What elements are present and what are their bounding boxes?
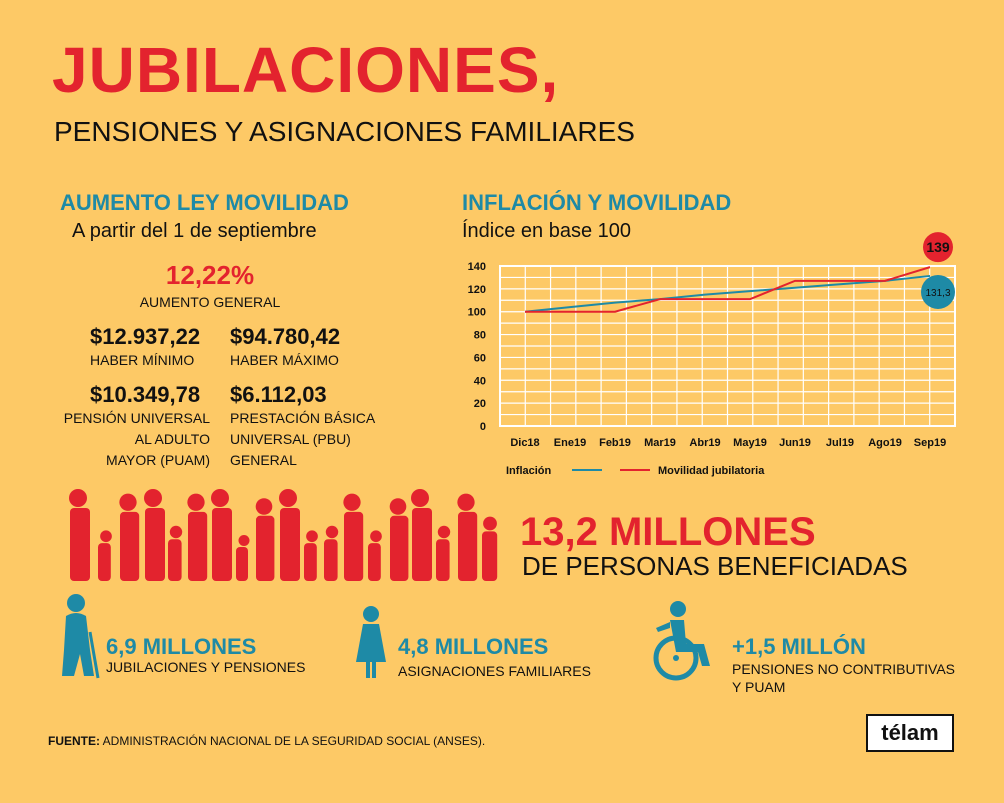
aumento-date: A partir del 1 de septiembre <box>72 220 317 242</box>
pbu-value: $6.112,03 <box>230 382 327 407</box>
x-axis: Dic18 Ene19 Feb19 Mar19 Abr19 May19 Jun19 Jul19… <box>510 437 946 449</box>
people-silhouettes-icon <box>69 489 498 581</box>
end-label-inflacion: 131,3 <box>925 288 950 299</box>
y-tick-label: 40 <box>474 375 486 387</box>
general-increase-label: AUMENTO GENERAL <box>139 294 281 310</box>
x-tick-label: Ago19 <box>868 437 902 449</box>
end-label-bubble-movilidad <box>923 232 953 263</box>
y-tick-label: 120 <box>468 284 486 296</box>
child-icon <box>356 606 386 678</box>
pbu-label-line: UNIVERSAL (PBU) <box>230 431 351 447</box>
x-tick-label: Mar19 <box>644 437 676 449</box>
haber-minimo-label: HABER MÍNIMO <box>90 352 195 368</box>
stat-asignaciones-value: 4,8 MILLONES <box>398 634 549 659</box>
source-label: FUENTE: <box>48 734 100 748</box>
x-tick-label: Sep19 <box>914 437 946 449</box>
x-tick-label: Dic18 <box>510 437 539 449</box>
pbu-label-line: GENERAL <box>230 452 297 468</box>
page-title: JUBILACIONES, <box>52 34 560 106</box>
haber-maximo-label: HABER MÁXIMO <box>230 352 339 368</box>
x-tick-label: Abr19 <box>689 437 720 449</box>
x-tick-label: Jul19 <box>826 437 854 449</box>
aumento-heading: AUMENTO LEY MOVILIDAD <box>60 190 349 215</box>
stat-pensiones-value: +1,5 MILLÓN <box>732 634 866 659</box>
y-tick-label: 20 <box>474 398 486 410</box>
x-tick-label: May19 <box>733 437 767 449</box>
chart-heading: INFLACIÓN Y MOVILIDAD <box>462 190 732 215</box>
y-axis: 0 20 40 60 80 100 120 140 <box>468 261 486 433</box>
elderly-person-icon <box>62 594 100 679</box>
series-line <box>525 266 931 313</box>
legend-label-inflacion: Inflación <box>506 465 552 477</box>
general-increase-value: 12,22% <box>165 260 255 290</box>
puam-label: PENSIÓN UNIVERSAL AL ADULTO MAYOR (PUAM) <box>62 408 210 471</box>
stat-jubilaciones-value: 6,9 MILLONES <box>106 634 257 659</box>
pbu-label-line: PRESTACIÓN BÁSICA <box>230 410 376 426</box>
puam-label-line: AL ADULTO <box>134 431 210 447</box>
source-note: FUENTE: ADMINISTRACIÓN NACIONAL DE LA SE… <box>48 734 485 748</box>
pbu-label: PRESTACIÓN BÁSICA UNIVERSAL (PBU) GENERA… <box>230 408 375 471</box>
telam-logo: télam <box>866 714 954 752</box>
series-line <box>524 274 931 313</box>
y-tick-label: 60 <box>474 352 486 364</box>
line-chart: 0 20 40 60 80 100 120 140 Dic18 Ene19 Feb19 Mar19 A… <box>468 232 956 477</box>
chart-grid <box>499 265 956 427</box>
x-tick-label: Jun19 <box>779 437 811 449</box>
beneficiaries-subline: DE PERSONAS BENEFICIADAS <box>522 551 908 581</box>
y-tick-label: 80 <box>474 330 486 342</box>
stat-pensiones-label-line: PENSIONES NO CONTRIBUTIVAS <box>732 661 955 677</box>
wheelchair-icon <box>653 601 710 681</box>
y-tick-label: 100 <box>468 307 486 319</box>
legend-label-movilidad: Movilidad jubilatoria <box>658 465 765 477</box>
chart-legend: Inflación Movilidad jubilatoria <box>506 465 765 477</box>
stat-pensiones-label-line: Y PUAM <box>732 679 786 695</box>
source-text: ADMINISTRACIÓN NACIONAL DE LA SEGURIDAD … <box>100 734 486 748</box>
puam-label-line: PENSIÓN UNIVERSAL <box>63 410 210 426</box>
x-tick-label: Feb19 <box>599 437 631 449</box>
stat-jubilaciones-label: JUBILACIONES Y PENSIONES <box>106 659 306 675</box>
haber-minimo-value: $12.937,22 <box>90 324 201 349</box>
end-label-bubble-inflacion <box>921 274 955 309</box>
chart-lines <box>524 266 931 313</box>
stat-pensiones-label: PENSIONES NO CONTRIBUTIVAS Y PUAM <box>732 660 955 696</box>
stat-asignaciones-label: ASIGNACIONES FAMILIARES <box>398 663 591 679</box>
puam-value: $10.349,78 <box>90 382 201 407</box>
haber-maximo-value: $94.780,42 <box>230 324 341 349</box>
beneficiaries-headline: 13,2 MILLONES <box>520 510 816 554</box>
chart-subheading: Índice en base 100 <box>462 220 632 242</box>
y-tick-label: 140 <box>468 261 486 273</box>
puam-label-line: MAYOR (PUAM) <box>106 452 210 468</box>
end-label-movilidad: 139 <box>926 239 950 255</box>
end-labels: 139 131,3 <box>921 232 955 309</box>
x-tick-label: Ene19 <box>554 437 586 449</box>
page-subtitle: PENSIONES Y ASIGNACIONES FAMILIARES <box>54 116 635 147</box>
y-tick-label: 0 <box>480 421 486 433</box>
